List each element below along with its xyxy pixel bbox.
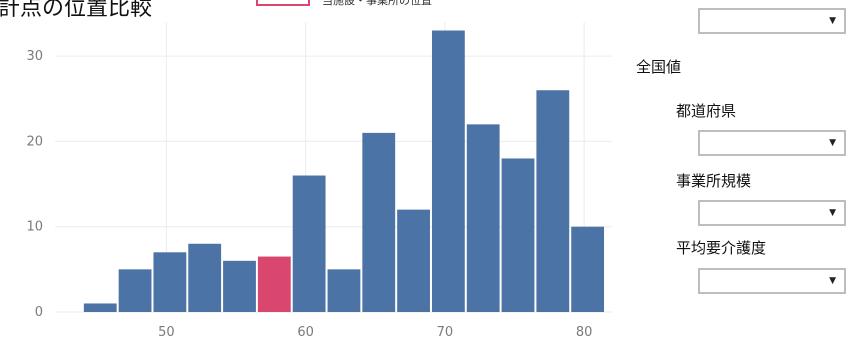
y-tick-label: 10 (26, 220, 43, 235)
histogram-bar (83, 303, 117, 312)
histogram-bar-highlight (257, 256, 291, 312)
histogram-bar (536, 90, 570, 312)
facility-size-label: 事業所規模 (676, 172, 752, 190)
histogram-bar (118, 269, 152, 312)
histogram-bar (292, 175, 326, 312)
chevron-down-icon: ▼ (829, 16, 836, 26)
legend-label: 当施設・事業所の位置 (322, 0, 432, 7)
care-level-label: 平均要介護度 (676, 239, 767, 257)
y-tick-label: 20 (26, 134, 43, 149)
chevron-down-icon: ▼ (829, 208, 836, 218)
chevron-down-icon: ▼ (829, 276, 836, 286)
x-tick-label: 60 (297, 325, 314, 340)
histogram-bar (362, 132, 396, 312)
x-tick-label: 80 (576, 325, 593, 340)
histogram-bar (188, 243, 222, 312)
histogram-bar (501, 158, 535, 312)
prefecture-label: 都道府県 (676, 102, 737, 120)
filter-select-top[interactable]: ▼ (698, 8, 846, 34)
histogram-bar (397, 209, 430, 312)
care-level-select[interactable]: ▼ (698, 268, 846, 294)
histogram-chart: 0 10 20 30 50 60 70 80 (26, 22, 612, 340)
histogram-bar (153, 252, 187, 312)
histogram-bar (223, 260, 256, 312)
y-tick-label: 0 (35, 305, 43, 320)
y-tick-label: 30 (26, 49, 43, 64)
x-tick-label: 70 (437, 325, 454, 340)
histogram-bar (431, 30, 465, 312)
national-value-heading: 全国値 (636, 58, 682, 76)
chart-title: 計点の位置比較 (0, 0, 153, 21)
legend-swatch (256, 0, 310, 6)
histogram-bar (327, 269, 361, 312)
facility-size-select[interactable]: ▼ (698, 200, 846, 226)
histogram-bar (571, 226, 605, 312)
x-tick-label: 50 (158, 325, 175, 340)
prefecture-select[interactable]: ▼ (698, 130, 846, 156)
filter-panel: ▼ 全国値 都道府県 ▼ 事業所規模 ▼ 平均要介護度 ▼ (636, 0, 850, 340)
histogram-bar (466, 124, 500, 313)
chevron-down-icon: ▼ (829, 138, 836, 148)
